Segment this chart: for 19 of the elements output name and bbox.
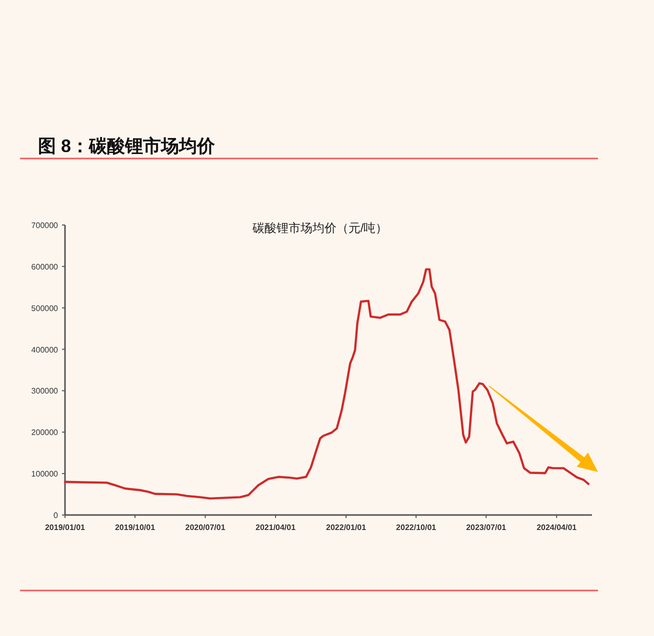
x-tick-label: 2021/04/01 xyxy=(256,523,296,532)
y-tick-label: 500000 xyxy=(31,304,59,313)
x-tick-label: 2019/10/01 xyxy=(114,523,156,532)
x-tick-label: 2019/01/01 xyxy=(44,523,86,532)
y-tick-label: 200000 xyxy=(31,428,59,438)
x-tick-label: 2022/10/01 xyxy=(396,523,437,532)
y-tick-label: 100000 xyxy=(31,470,59,479)
y-tick-label: 0 xyxy=(54,511,59,520)
x-tick-label: 2024/04/01 xyxy=(536,523,578,532)
y-tick-label: 700000 xyxy=(31,221,59,230)
x-tick-label: 2023/07/01 xyxy=(466,523,507,532)
chart-title: 图 8：碳酸锂市场均价 xyxy=(38,136,216,156)
x-tick-label: 2020/07/01 xyxy=(185,523,226,532)
x-tick-label: 2022/01/01 xyxy=(326,523,367,532)
y-tick-label: 300000 xyxy=(31,386,59,396)
y-tick-label: 400000 xyxy=(31,345,59,354)
y-tick-label: 600000 xyxy=(31,262,59,272)
line-series xyxy=(64,268,590,500)
chart-subtitle: 碳酸锂市场均价（元/吨） xyxy=(251,221,388,235)
